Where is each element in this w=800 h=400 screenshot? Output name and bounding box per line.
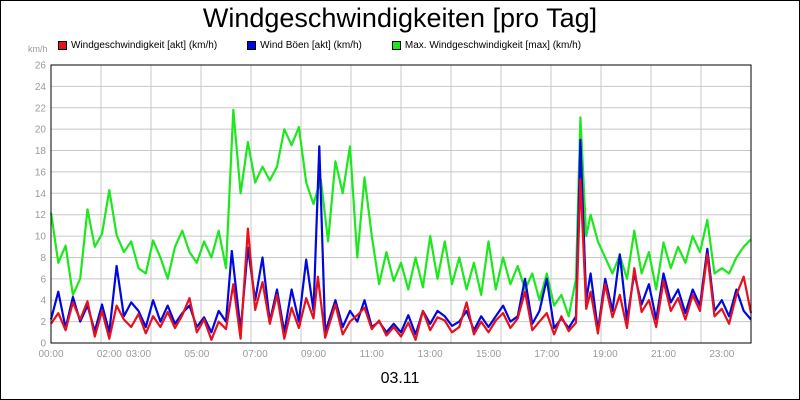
date-label: 03.11 <box>380 370 420 387</box>
y-tick-label: 6 <box>40 274 46 285</box>
y-tick-label: 4 <box>40 296 46 307</box>
legend-label-gusts: Wind Böen [akt] (km/h) <box>260 39 362 51</box>
x-tick-label: 02:00 <box>97 349 122 360</box>
x-tick-label: 07:00 <box>243 349 268 360</box>
legend-swatch-green <box>391 40 401 50</box>
x-tick-label: 09:00 <box>301 349 326 360</box>
y-tick-label: 14 <box>35 189 47 200</box>
y-tick-label: 20 <box>35 125 47 136</box>
y-tick-label: 16 <box>35 167 47 178</box>
x-tick-label: 03:00 <box>126 349 151 360</box>
y-tick-label: 10 <box>35 232 47 243</box>
x-tick-label: 00:00 <box>38 349 63 360</box>
y-tick-label: 26 <box>35 61 47 72</box>
legend-swatch-blue <box>247 40 257 50</box>
legend-swatch-red <box>58 40 67 50</box>
series-line-wind-speed <box>50 178 753 341</box>
legend-entry-wind-speed: Windgeschwindigkeit [akt] (km/h) <box>58 40 217 51</box>
legend-entry-gusts: Wind Böen [akt] (km/h) <box>247 40 362 51</box>
y-tick-label: 24 <box>35 82 47 93</box>
series-line-max-speed <box>49 108 752 318</box>
x-tick-label: 21:00 <box>651 349 676 360</box>
x-tick-label: 19:00 <box>593 349 618 360</box>
y-tick-label: 18 <box>35 146 47 157</box>
x-tick-label: 23:00 <box>709 349 734 360</box>
plot-border <box>50 64 752 344</box>
x-tick-label: 11:00 <box>360 349 385 360</box>
x-tick-label: 17:00 <box>534 349 559 360</box>
x-tick-label: 15:00 <box>476 349 501 360</box>
chart-title: Windgeschwindigkeiten [pro Tag] <box>202 3 598 33</box>
grid-lines <box>51 64 751 344</box>
legend-label-wind-speed: Windgeschwindigkeit [akt] (km/h) <box>71 39 218 51</box>
y-tick-label: 22 <box>35 103 47 114</box>
legend-entry-max-speed: Max. Windgeschwindigkeit [max] (km/h) <box>391 39 582 51</box>
y-tick-label: 12 <box>35 210 47 221</box>
y-axis-unit-label: km/h <box>28 44 48 54</box>
y-tick-label: 8 <box>40 253 46 264</box>
legend-label-max-speed: Max. Windgeschwindigkeit [max] (km/h) <box>404 39 582 51</box>
x-tick-label: 05:00 <box>184 349 209 360</box>
series-lines <box>49 108 753 341</box>
chart-legend: Windgeschwindigkeit [akt] (km/h) Wind Bö… <box>58 38 611 52</box>
y-tick-label: 0 <box>40 339 46 350</box>
x-tick-label: 13:00 <box>418 349 443 360</box>
y-tick-label: 2 <box>40 317 46 328</box>
